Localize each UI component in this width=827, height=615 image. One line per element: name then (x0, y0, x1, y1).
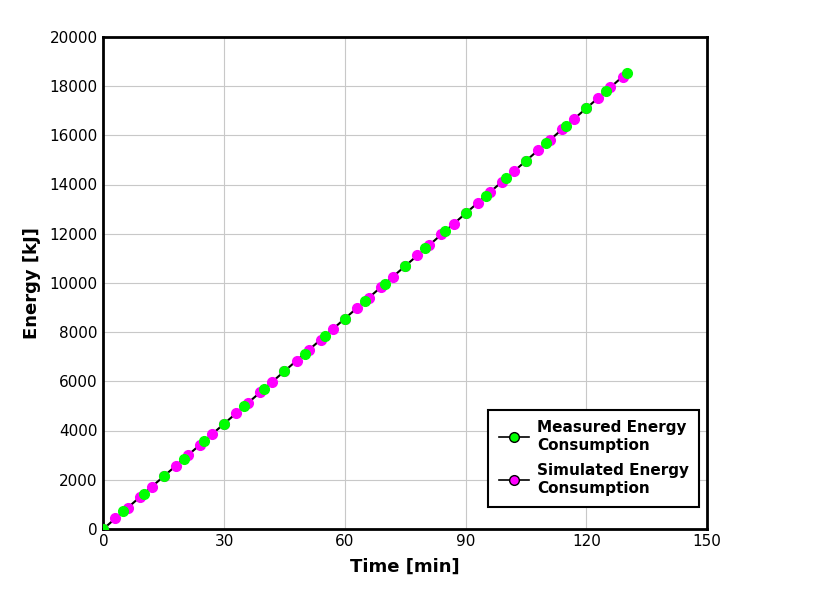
Simulated Energy
Consumption (290, 355, 304, 365)
Simulated Energy
Consumption (145, 482, 158, 492)
Measured Energy
Consumption (338, 314, 351, 323)
Simulated Energy
Consumption (241, 398, 255, 408)
Simulated Energy
Consumption (459, 208, 472, 218)
Simulated Energy
Consumption (254, 387, 267, 397)
Simulated Energy
Consumption (218, 419, 231, 429)
Simulated Energy
Consumption (326, 324, 339, 334)
Simulated Energy
Consumption (362, 293, 375, 303)
Simulated Energy
Consumption (375, 282, 388, 292)
Measured Energy
Consumption (539, 138, 552, 148)
Measured Energy
Consumption (600, 85, 613, 95)
Simulated Energy
Consumption (386, 272, 399, 282)
Measured Energy
Consumption (560, 121, 573, 131)
Measured Energy
Consumption (237, 401, 251, 411)
Simulated Energy
Consumption (97, 524, 110, 534)
Measured Energy
Consumption (358, 296, 371, 306)
Simulated Energy
Consumption (604, 82, 617, 92)
Simulated Energy
Consumption (338, 314, 351, 323)
Measured Energy
Consumption (198, 437, 211, 446)
Simulated Energy
Consumption (471, 198, 485, 208)
Y-axis label: Energy [kJ]: Energy [kJ] (23, 227, 41, 339)
Measured Energy
Consumption (418, 244, 432, 253)
Measured Energy
Consumption (157, 471, 170, 481)
Simulated Energy
Consumption (157, 471, 170, 481)
Measured Energy
Consumption (580, 103, 593, 113)
Simulated Energy
Consumption (170, 461, 183, 470)
Measured Energy
Consumption (519, 156, 533, 165)
Measured Energy
Consumption (117, 507, 130, 517)
Measured Energy
Consumption (459, 208, 472, 218)
Simulated Energy
Consumption (616, 72, 629, 82)
Measured Energy
Consumption (218, 419, 231, 429)
Simulated Energy
Consumption (580, 103, 593, 113)
Simulated Energy
Consumption (411, 250, 424, 260)
Simulated Energy
Consumption (592, 93, 605, 103)
Simulated Energy
Consumption (194, 440, 207, 450)
Measured Energy
Consumption (278, 366, 291, 376)
Measured Energy
Consumption (97, 524, 110, 534)
Simulated Energy
Consumption (181, 450, 194, 460)
Measured Energy
Consumption (318, 331, 332, 341)
Measured Energy
Consumption (177, 454, 190, 464)
Measured Energy
Consumption (439, 226, 452, 236)
Measured Energy
Consumption (298, 349, 311, 359)
Simulated Energy
Consumption (532, 145, 545, 155)
Simulated Energy
Consumption (121, 503, 134, 513)
Simulated Energy
Consumption (302, 345, 315, 355)
Simulated Energy
Consumption (556, 124, 569, 134)
Simulated Energy
Consumption (133, 493, 146, 502)
Measured Energy
Consumption (479, 191, 492, 200)
Simulated Energy
Consumption (278, 366, 291, 376)
Measured Energy
Consumption (500, 173, 513, 183)
Simulated Energy
Consumption (567, 114, 581, 124)
Measured Energy
Consumption (620, 68, 633, 78)
Simulated Energy
Consumption (519, 156, 533, 165)
Legend: Measured Energy
Consumption, Simulated Energy
Consumption: Measured Energy Consumption, Simulated E… (488, 410, 700, 507)
Measured Energy
Consumption (258, 384, 271, 394)
Simulated Energy
Consumption (423, 240, 436, 250)
Measured Energy
Consumption (379, 279, 392, 288)
Simulated Energy
Consumption (109, 514, 122, 523)
Measured Energy
Consumption (137, 489, 151, 499)
Simulated Energy
Consumption (230, 408, 243, 418)
X-axis label: Time [min]: Time [min] (351, 558, 460, 576)
Simulated Energy
Consumption (435, 229, 448, 239)
Measured Energy
Consumption (399, 261, 412, 271)
Simulated Energy
Consumption (495, 177, 509, 187)
Simulated Energy
Consumption (543, 135, 557, 145)
Simulated Energy
Consumption (351, 303, 364, 313)
Simulated Energy
Consumption (205, 429, 218, 439)
Simulated Energy
Consumption (265, 377, 279, 387)
Simulated Energy
Consumption (399, 261, 412, 271)
Simulated Energy
Consumption (314, 335, 327, 344)
Simulated Energy
Consumption (507, 167, 520, 177)
Simulated Energy
Consumption (447, 219, 460, 229)
Simulated Energy
Consumption (483, 188, 496, 197)
